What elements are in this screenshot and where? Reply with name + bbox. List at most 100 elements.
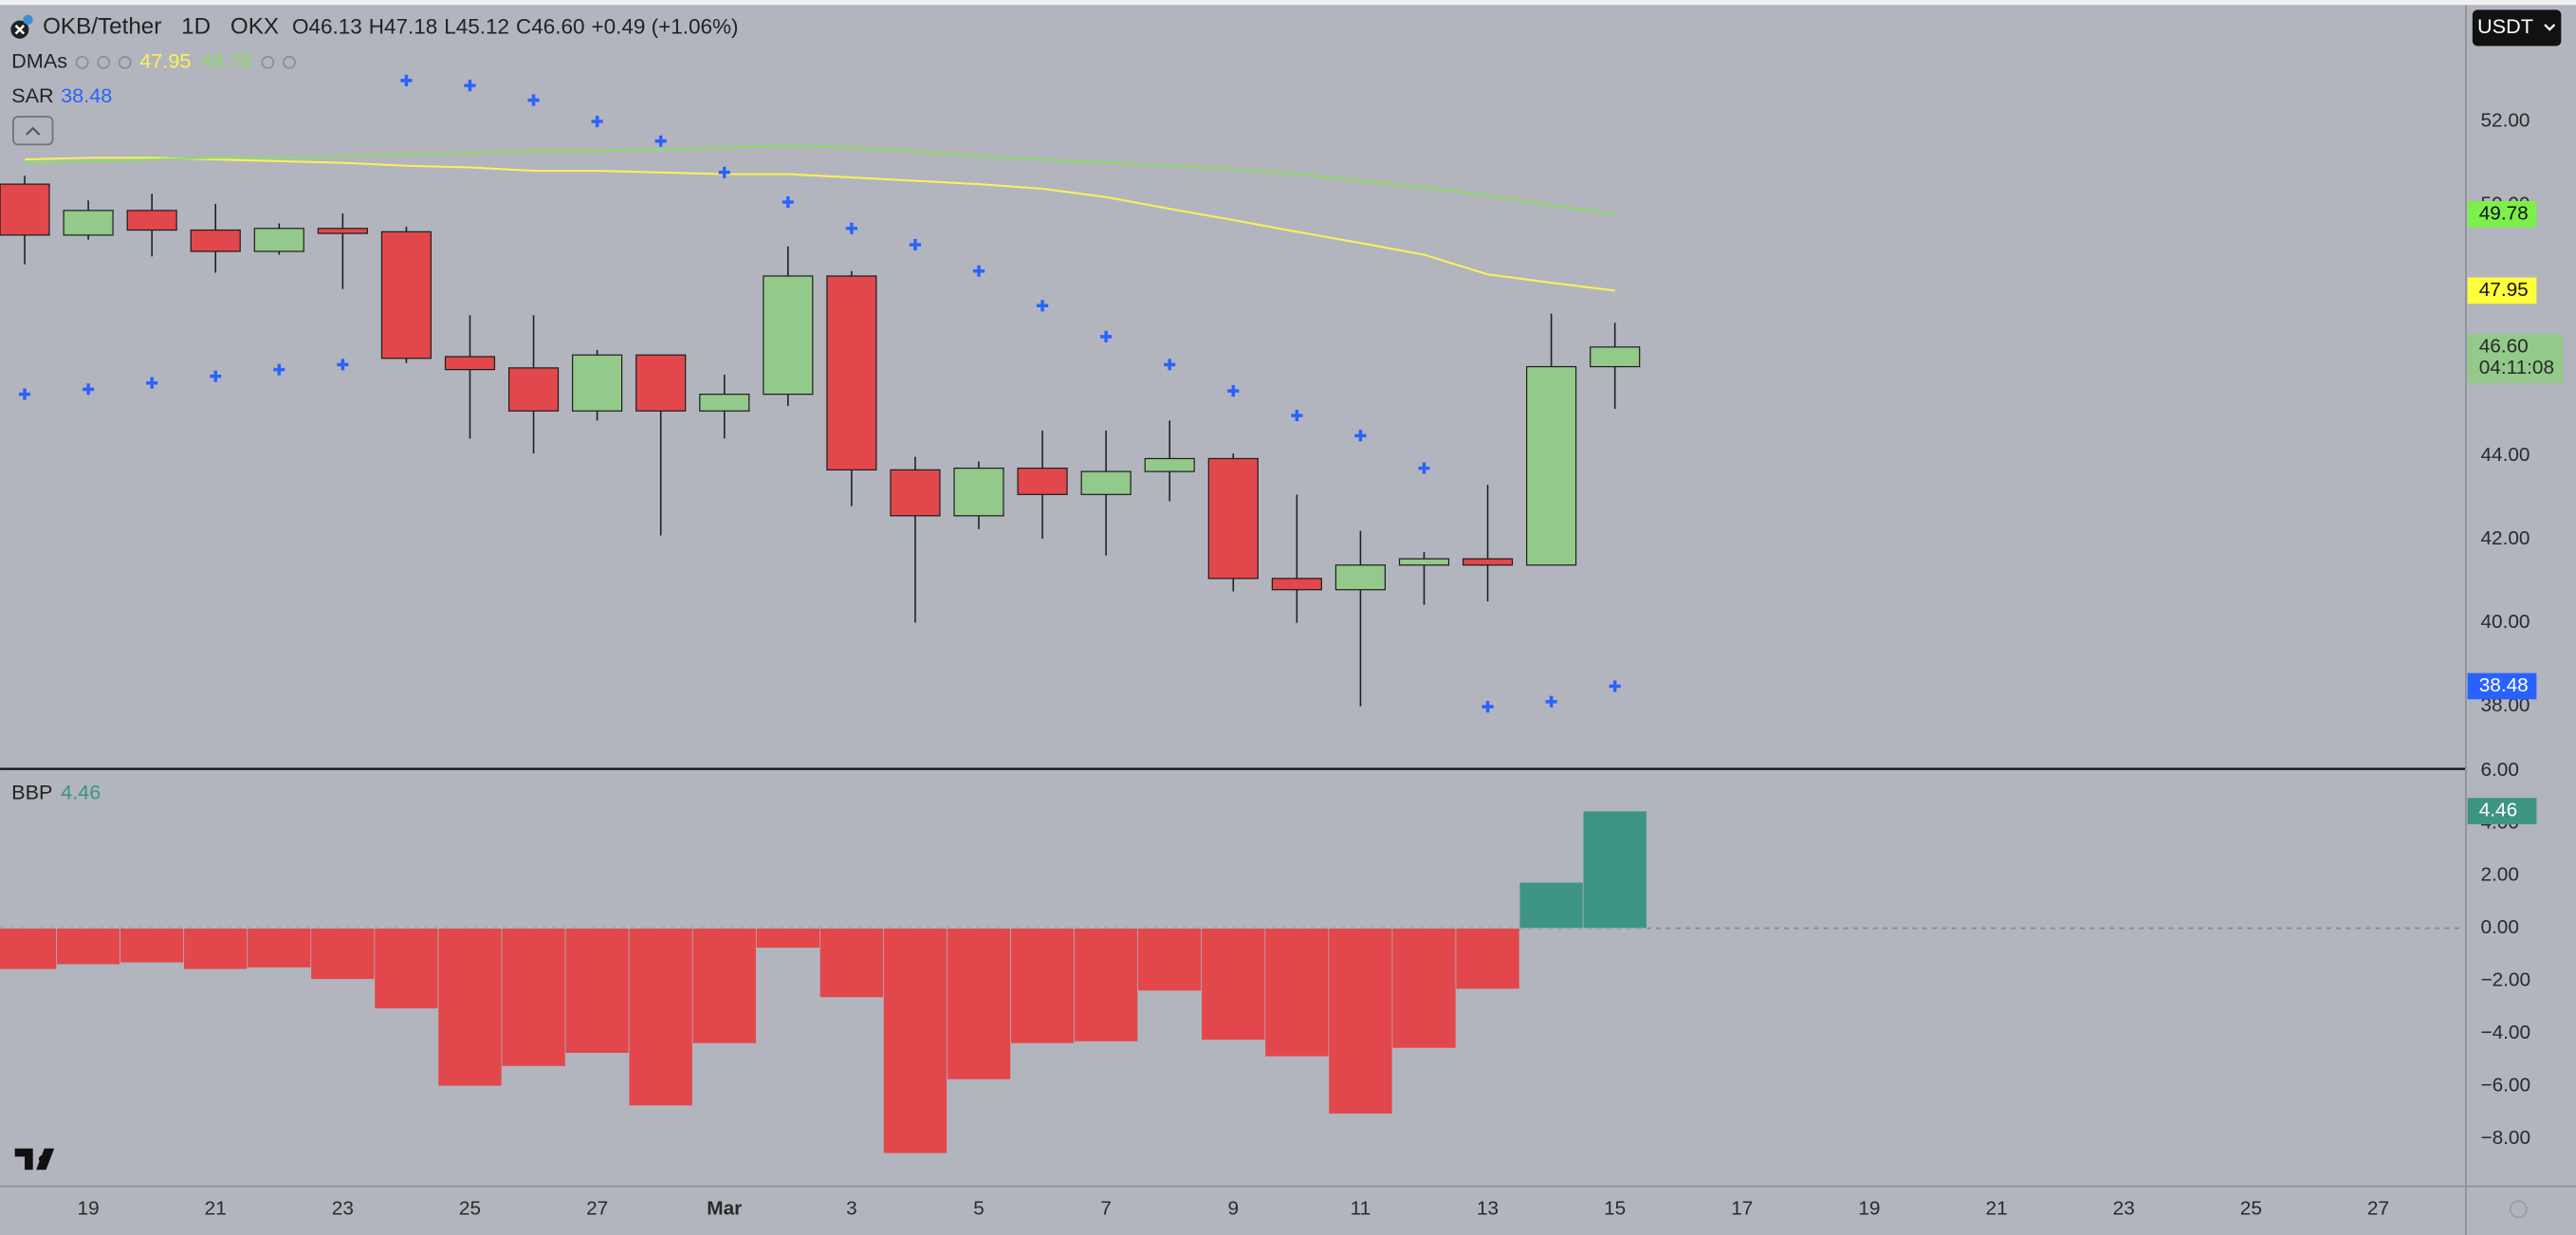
collapse-button[interactable]	[12, 116, 54, 146]
candle-body	[253, 228, 304, 252]
bbp-bar	[1518, 881, 1584, 929]
sar-point	[654, 135, 667, 147]
candle-body	[507, 367, 560, 412]
sar-point	[1354, 430, 1367, 442]
symbol: OKB/Tether	[43, 14, 161, 40]
bbp-bar	[947, 928, 1011, 1080]
close-icon-cross	[14, 24, 26, 35]
x-tick-label: 17	[1731, 1197, 1753, 1219]
collapse-arrow	[26, 126, 41, 136]
candle-body	[890, 469, 941, 517]
bbp-bar	[1391, 928, 1457, 1049]
x-tick-label: 19	[78, 1197, 100, 1219]
sar-point	[464, 80, 476, 92]
bbp-bar	[1455, 928, 1520, 990]
currency: USDT	[2477, 14, 2533, 38]
ohlc-key: O	[292, 14, 309, 38]
bbp-bar	[564, 928, 630, 1054]
bbp-label: 4.46	[2479, 800, 2517, 821]
ohlc-value: 45.12	[456, 14, 509, 38]
dma-fast-box	[2467, 277, 2537, 304]
candle-body	[317, 228, 368, 234]
candle-body	[0, 183, 50, 236]
sar-point	[782, 195, 794, 209]
x-tick-label: 27	[586, 1197, 608, 1219]
sar-label: 38.48	[2479, 674, 2529, 696]
bbp-value: 4.46	[61, 780, 101, 803]
candle-body	[572, 354, 623, 412]
sar-point	[400, 74, 413, 86]
settings-icon[interactable]	[2509, 1200, 2528, 1219]
logo-dot	[38, 1154, 47, 1164]
bbp-bar	[1137, 928, 1203, 991]
change: +0.49 (+1.06%)	[591, 14, 738, 38]
sar-value: 38.48	[61, 83, 112, 107]
candle-body	[1462, 558, 1514, 566]
sar-point	[1481, 700, 1494, 713]
sar-point	[1037, 300, 1049, 312]
bbp-bar	[0, 928, 57, 970]
indicator-name: BBP	[11, 780, 52, 803]
candle-body	[826, 275, 877, 470]
bbp-bar	[1010, 928, 1075, 1044]
currency-button[interactable]	[2472, 9, 2562, 46]
bbp-bar	[1328, 928, 1393, 1115]
dma-slow-box	[2467, 200, 2537, 228]
sar-point	[210, 370, 222, 382]
sar-point	[1100, 330, 1113, 342]
y-tick-label: −8.00	[2480, 1127, 2530, 1149]
bbp-bar	[1074, 928, 1139, 1042]
ohlc-value: 47.18	[384, 14, 437, 38]
bbp-bar	[310, 928, 376, 980]
dma-slow-label: 49.78	[2479, 202, 2529, 224]
candle-body	[1398, 558, 1450, 566]
logo	[14, 1148, 55, 1170]
bbp-bar	[501, 928, 566, 1067]
candle-body	[63, 210, 114, 236]
candle-body	[1334, 564, 1387, 591]
y-tick-label: 38.00	[2480, 694, 2530, 716]
sar-point	[1164, 359, 1176, 371]
sar-point	[845, 222, 857, 234]
sar-point	[1545, 695, 1557, 708]
y-tick-label: 44.00	[2480, 444, 2530, 466]
candle-body	[1144, 457, 1195, 472]
y-tick-label: −4.00	[2480, 1022, 2530, 1043]
sar-point	[1418, 462, 1430, 474]
bbp-bar	[819, 928, 884, 998]
sar-point	[83, 383, 95, 396]
x-tick-label: Mar	[707, 1197, 742, 1219]
x-tick-label: 23	[2113, 1197, 2135, 1219]
candle-body	[1207, 457, 1259, 580]
sar-point	[972, 265, 985, 277]
ohlc-key: L	[444, 14, 456, 38]
bbp-bar	[120, 928, 185, 964]
sar-point	[591, 115, 603, 128]
y-tick-label: 52.00	[2480, 110, 2530, 132]
x-tick-label: 11	[1351, 1197, 1371, 1219]
y-tick-label: 2.00	[2480, 864, 2518, 886]
interval: 1D	[181, 14, 211, 40]
sar-point	[18, 388, 31, 400]
sar-point	[1291, 410, 1303, 422]
bbp-bar	[628, 928, 693, 1107]
indicator-name: SAR	[11, 83, 53, 107]
candle-body	[1590, 346, 1641, 368]
bbp-bar	[691, 928, 757, 1044]
x-tick-label: 27	[2367, 1197, 2389, 1219]
candle-body	[635, 354, 687, 412]
plot-layer	[0, 74, 2465, 1154]
sar-point	[273, 363, 285, 376]
sar-point	[337, 359, 349, 371]
symbol-logo	[23, 14, 33, 25]
bbp-bar	[437, 928, 503, 1087]
dma-fast-label: 47.95	[2479, 279, 2529, 301]
bbp-bar	[755, 928, 820, 949]
bbp-bar	[247, 928, 312, 968]
dma-line	[25, 157, 1615, 292]
bbp-bar	[883, 928, 948, 1154]
candle-body	[1080, 470, 1132, 495]
last-price-box	[2467, 334, 2564, 383]
candle-body	[1017, 467, 1068, 495]
y-tick-label: 0.00	[2480, 916, 2518, 938]
